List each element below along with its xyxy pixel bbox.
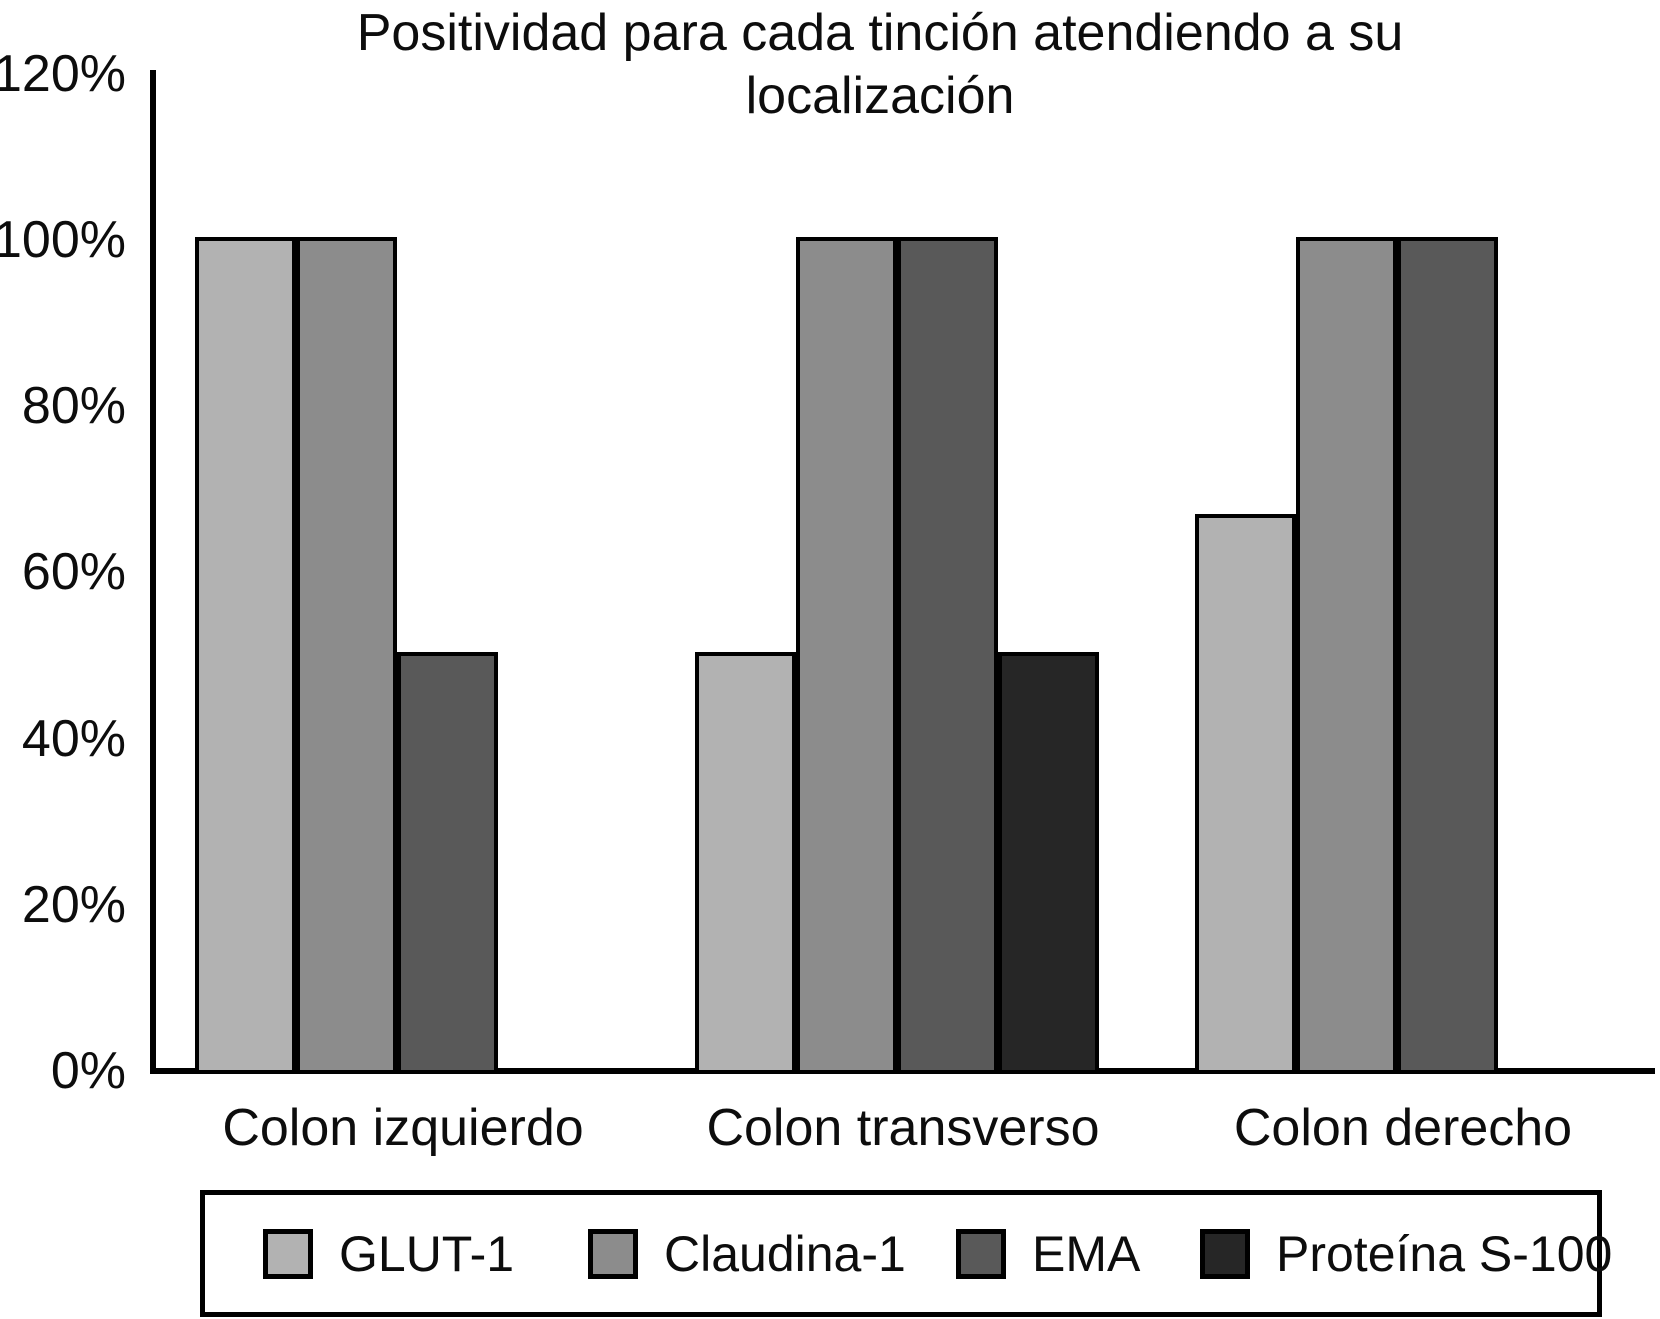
y-tick-40: 40%	[21, 709, 126, 768]
bar-claudina-1-colon-derecho	[1296, 237, 1397, 1074]
legend: GLUT-1 Claudina-1 EMA Proteína S-100	[200, 1190, 1612, 1317]
bar-ema-colon-izquierdo	[397, 652, 498, 1074]
chart-title: Positividad para cada tinción atendiendo…	[110, 2, 1650, 129]
legend-swatch-claudina-1	[588, 1228, 638, 1279]
legend-swatch-glut-1	[263, 1228, 313, 1279]
bar-glut-1-colon-transverso	[695, 652, 796, 1074]
y-axis-line	[150, 70, 156, 1074]
y-tick-60: 60%	[21, 543, 126, 602]
bar-claudina-1-colon-transverso	[796, 237, 897, 1074]
legend-item-protei-na-s-100: Proteína S-100	[1200, 1195, 1612, 1312]
legend-item-claudina-1: Claudina-1	[588, 1195, 906, 1312]
legend-item-glut-1: GLUT-1	[263, 1195, 514, 1312]
bar-claudina-1-colon-izquierdo	[296, 237, 397, 1074]
bar-glut-1-colon-derecho	[1195, 514, 1296, 1074]
bar-protei-na-s-100-colon-transverso	[998, 652, 1099, 1074]
legend-label-claudina-1: Claudina-1	[664, 1225, 906, 1282]
legend-label-glut-1: GLUT-1	[339, 1225, 515, 1282]
category-label-colon-izquierdo: Colon izquierdo	[222, 1099, 584, 1157]
y-tick-120: 120%	[0, 44, 126, 103]
legend-swatch-ema	[956, 1228, 1006, 1279]
category-label-colon-derecho: Colon derecho	[1233, 1099, 1573, 1157]
bar-glut-1-colon-izquierdo	[195, 237, 296, 1074]
legend-item-ema: EMA	[956, 1195, 1140, 1312]
legend-swatch-protei-na-s-100	[1200, 1228, 1250, 1279]
legend-label-ema: EMA	[1032, 1225, 1141, 1282]
legend-label-protei-na-s-100: Proteína S-100	[1276, 1225, 1613, 1282]
bar-ema-colon-derecho	[1397, 237, 1498, 1074]
chart-title-text: Positividad para cada tinción atendiendo…	[356, 4, 1404, 126]
y-tick-0: 0%	[50, 1042, 126, 1100]
category-label-colon-transverso: Colon transverso	[706, 1099, 1100, 1157]
y-tick-80: 80%	[21, 377, 126, 436]
y-tick-20: 20%	[21, 875, 126, 934]
bar-ema-colon-transverso	[897, 237, 998, 1074]
y-tick-100: 100%	[0, 211, 126, 269]
